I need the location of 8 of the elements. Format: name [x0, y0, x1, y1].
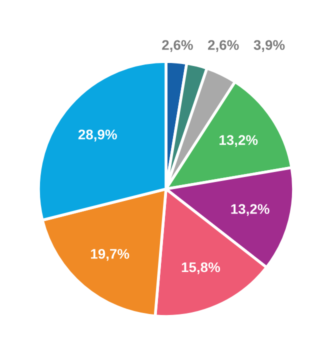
data-label: 13,2% [220, 135, 258, 147]
data-label: 3,9% [254, 40, 285, 52]
data-label: 13,2% [231, 204, 270, 216]
data-label: 2,6% [208, 40, 239, 52]
data-label: 19,7% [91, 248, 130, 261]
data-label: 28,9% [78, 130, 117, 142]
data-label: 15,8% [182, 262, 220, 274]
data-label: 2,6% [162, 40, 193, 52]
